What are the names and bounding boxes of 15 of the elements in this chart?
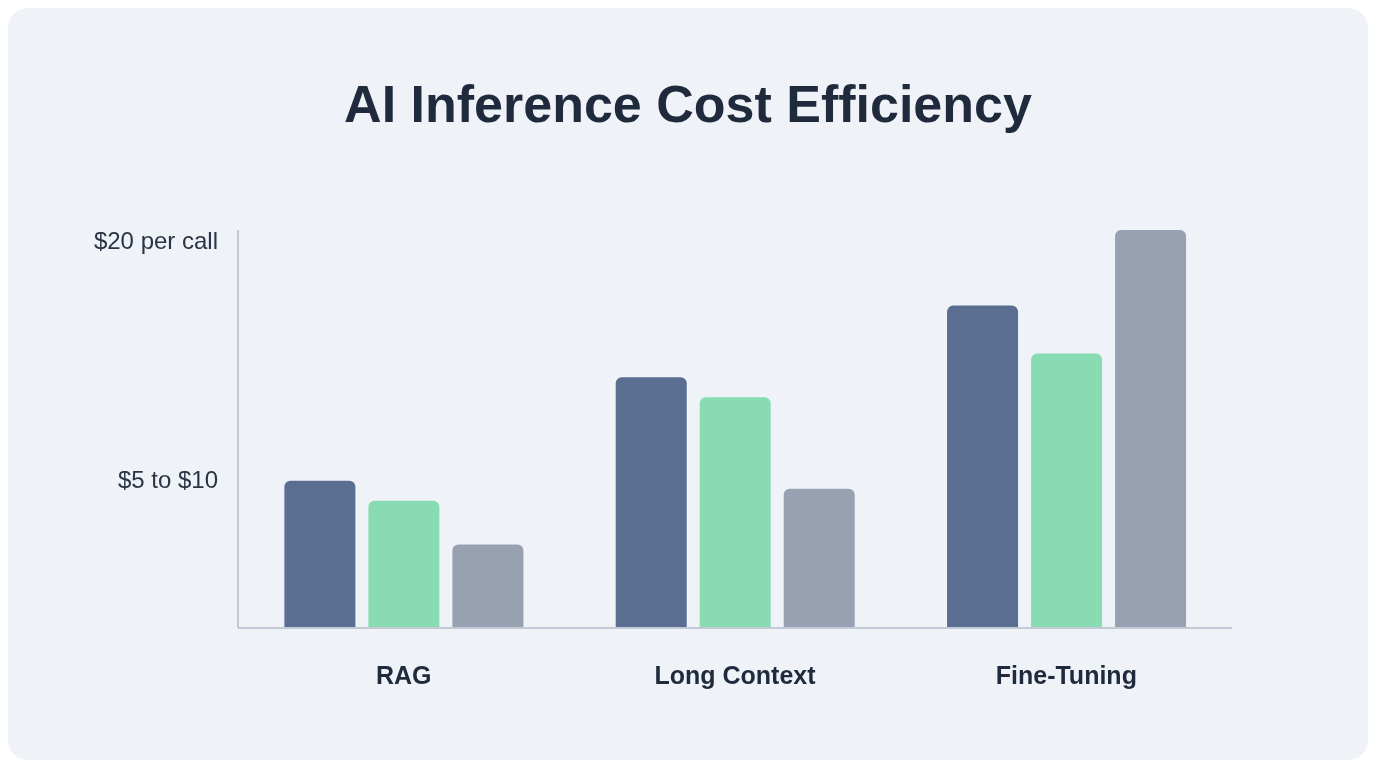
bar <box>783 488 855 628</box>
bar <box>284 480 356 628</box>
text: $20 per call <box>93 227 218 255</box>
bar <box>947 305 1019 628</box>
x-tick-label: RAG <box>375 660 432 689</box>
bar <box>615 377 687 628</box>
x-tick-label: Long Context <box>654 660 817 689</box>
bar <box>368 500 440 628</box>
text: $5 to $10 <box>117 466 218 494</box>
bar <box>452 544 524 628</box>
x-tick-label: Fine-Tuning <box>995 660 1137 689</box>
chart-title: AI Inference Cost Efficiency <box>343 74 1033 134</box>
bar <box>1115 230 1187 628</box>
bar <box>1031 353 1103 628</box>
bar <box>699 397 771 628</box>
